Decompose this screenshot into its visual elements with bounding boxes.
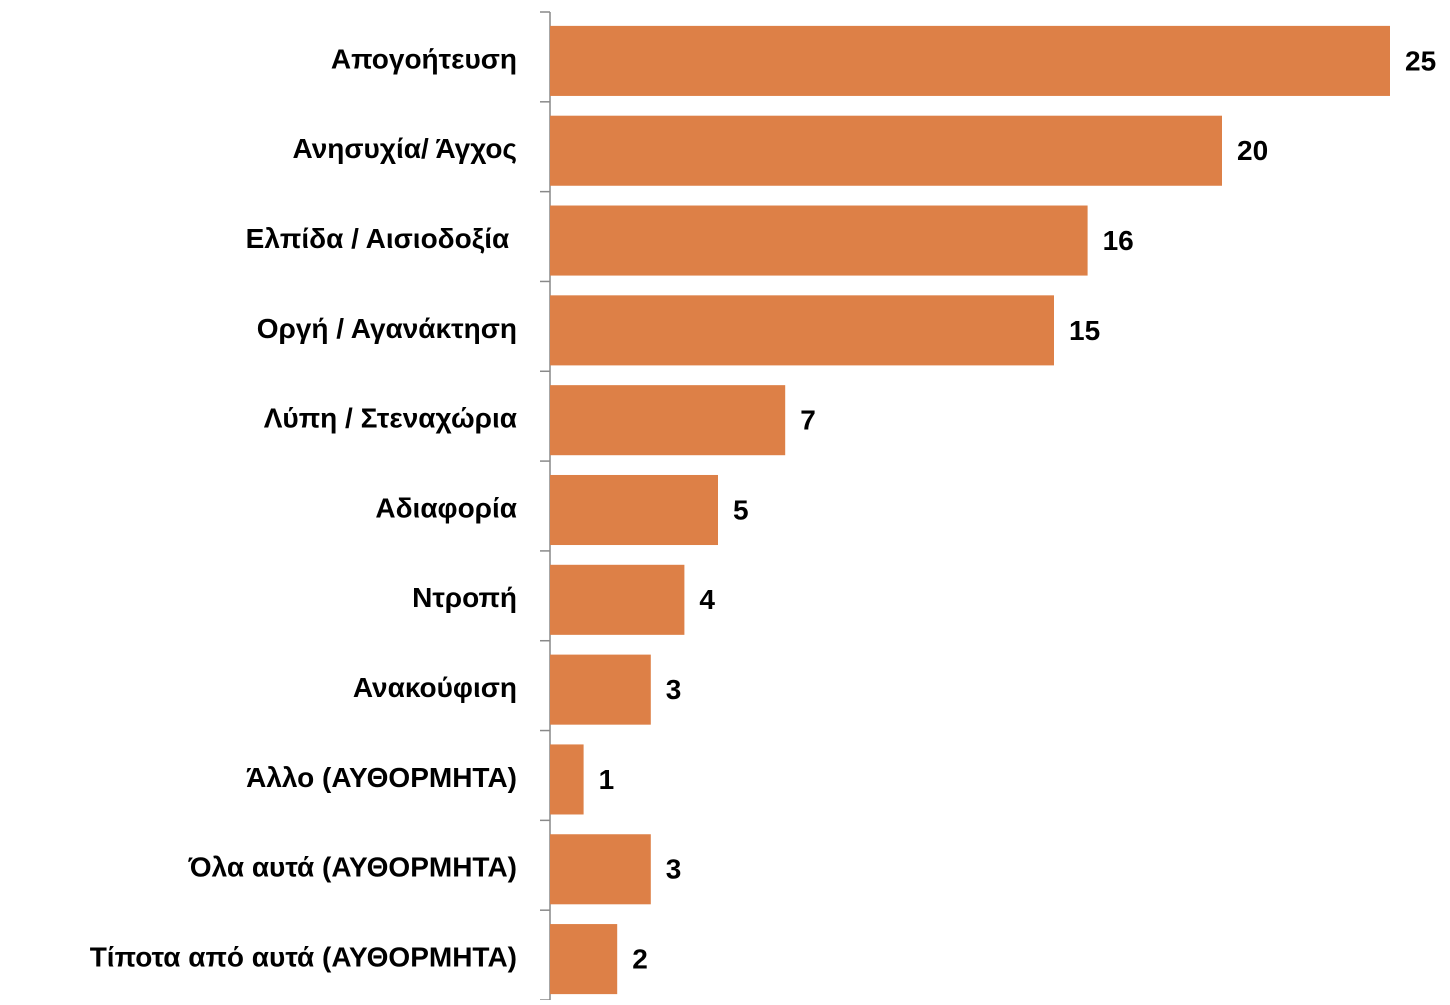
bar xyxy=(550,924,618,995)
category-label: Ανησυχία/ Άγχος xyxy=(293,133,517,164)
bar xyxy=(550,744,584,815)
category-label: Τίποτα από αυτά (ΑΥΘΟΡΜΗΤΑ) xyxy=(90,941,517,972)
category-label: Άλλο (ΑΥΘΟΡΜΗΤΑ) xyxy=(246,762,517,793)
category-label: Αδιαφορία xyxy=(375,492,517,523)
value-label: 3 xyxy=(666,854,682,885)
bar xyxy=(550,205,1088,276)
value-label: 25 xyxy=(1405,45,1436,76)
bar xyxy=(550,564,685,635)
bar xyxy=(550,385,786,456)
bar xyxy=(550,295,1054,366)
category-label: Ανακούφιση xyxy=(353,672,517,703)
value-label: 16 xyxy=(1103,225,1134,256)
bar xyxy=(550,654,651,725)
category-label: Όλα αυτά (ΑΥΘΟΡΜΗΤΑ) xyxy=(188,852,518,883)
bar xyxy=(550,474,718,546)
bar xyxy=(550,834,651,905)
value-label: 2 xyxy=(632,943,648,974)
value-label: 3 xyxy=(666,674,682,705)
value-label: 1 xyxy=(599,764,615,795)
category-label: Οργή / Αγανάκτηση xyxy=(257,313,517,344)
category-label: Λύπη / Στεναχώρια xyxy=(264,403,517,434)
value-label: 7 xyxy=(800,405,816,436)
category-label: Ελπίδα / Αισιοδοξία xyxy=(246,223,517,254)
value-label: 4 xyxy=(699,584,715,615)
value-label: 15 xyxy=(1069,315,1100,346)
bar xyxy=(550,115,1222,186)
value-label: 20 xyxy=(1237,135,1268,166)
bar xyxy=(550,25,1390,96)
category-label: Ντροπή xyxy=(412,582,517,613)
category-label: Απογοήτευση xyxy=(331,43,517,74)
value-label: 5 xyxy=(733,494,749,525)
